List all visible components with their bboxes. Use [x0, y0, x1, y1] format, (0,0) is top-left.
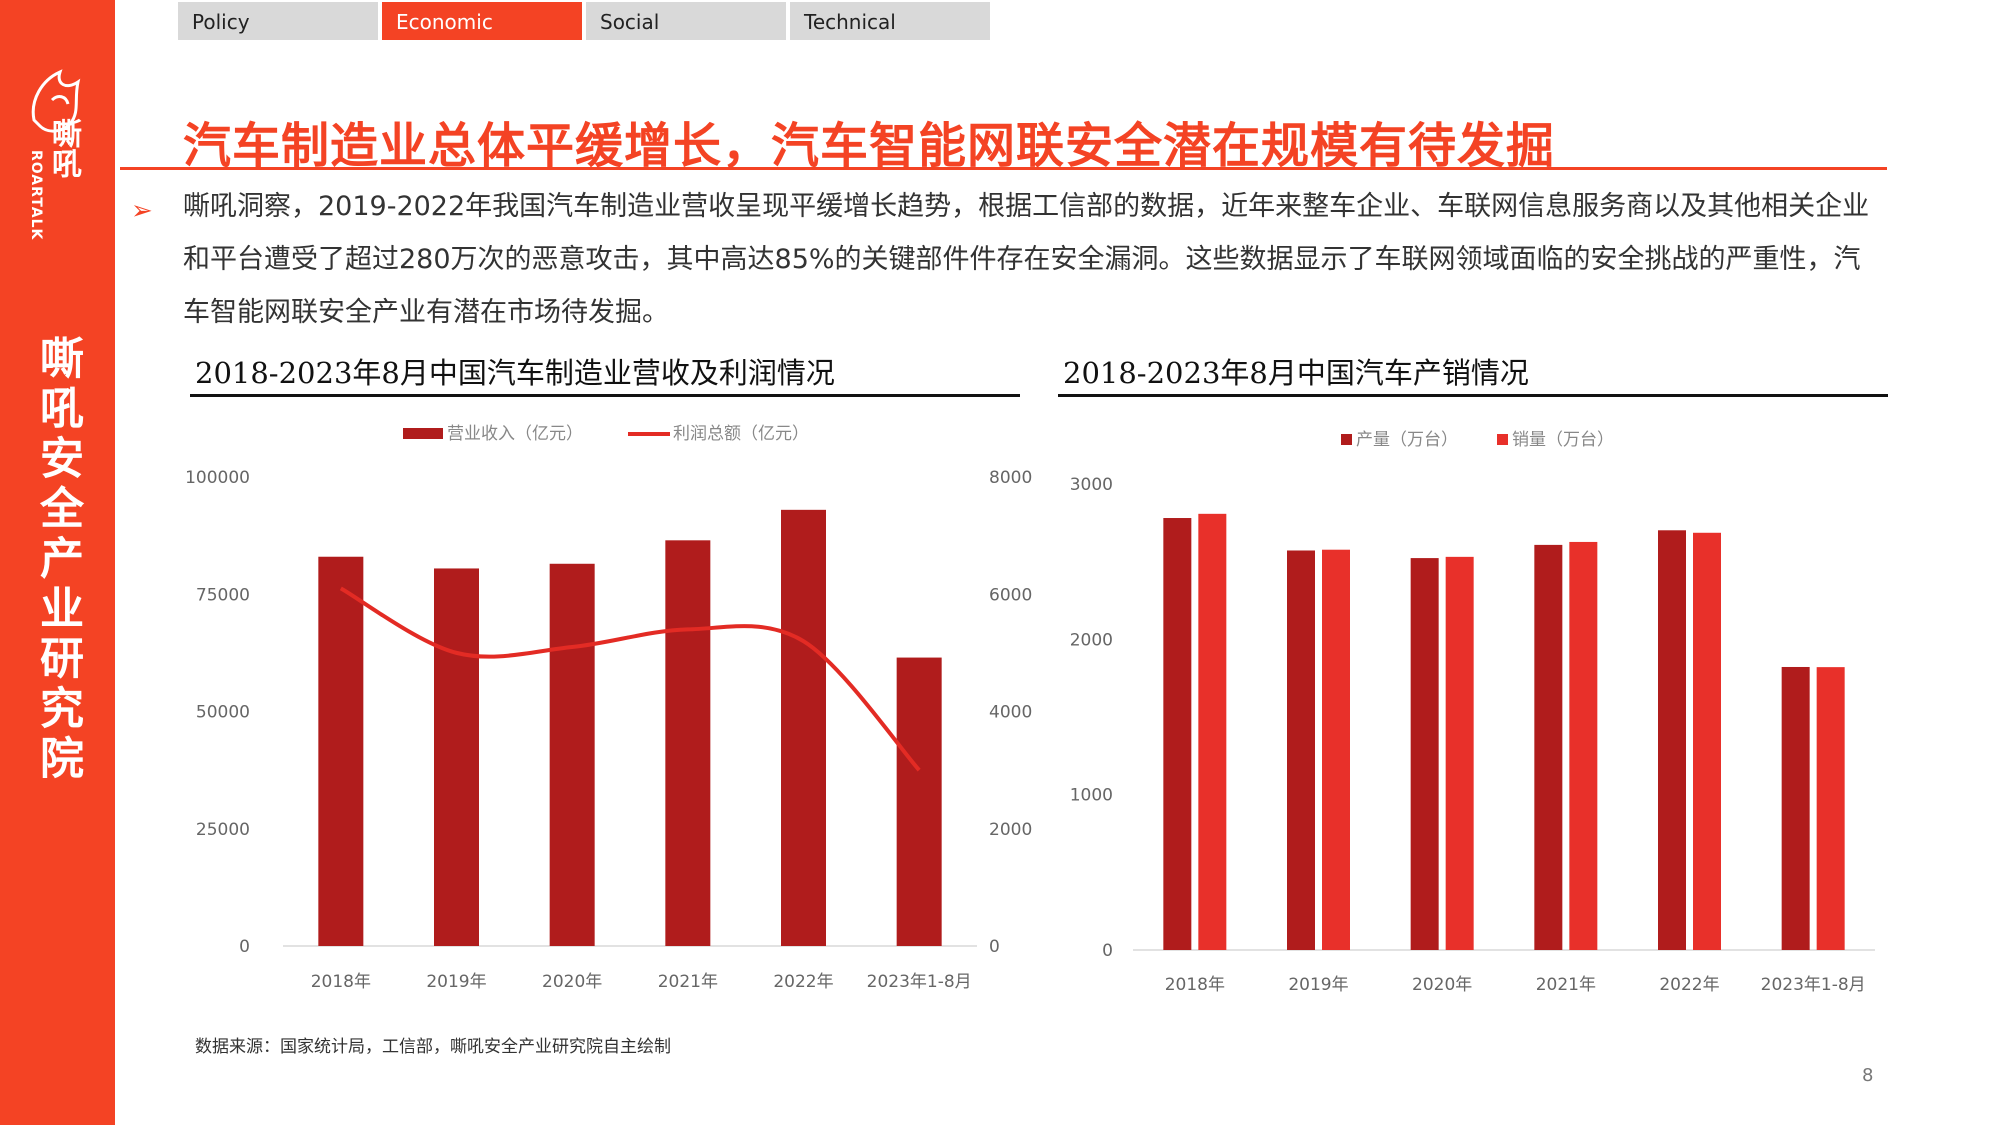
- sales-bar: [1816, 667, 1845, 950]
- production-bar: [1287, 550, 1315, 950]
- sales-bar: [1322, 549, 1350, 950]
- y-left-tick-label: 25000: [196, 820, 250, 840]
- chart2-title: 2018-2023年8月中国汽车产销情况: [1063, 356, 1529, 390]
- brand-name-en: ROARTALK: [28, 150, 44, 241]
- x-tick-label: 2022年: [1659, 975, 1719, 995]
- organization-name: 嘶吼安全产业研究院: [32, 335, 83, 785]
- legend-production-swatch: [1341, 434, 1352, 445]
- x-tick-label: 2020年: [1412, 975, 1472, 995]
- sales-bar: [1693, 532, 1721, 950]
- chart2-title-rule: [1058, 394, 1888, 397]
- tab-policy[interactable]: Policy: [178, 2, 378, 40]
- production-bar: [1410, 558, 1439, 950]
- x-tick-label: 2019年: [426, 972, 486, 992]
- legend-sales-label: 销量（万台）: [1512, 430, 1614, 450]
- revenue-bar: [896, 657, 942, 946]
- x-tick-label: 2021年: [1536, 975, 1596, 995]
- pest-tabs: Policy Economic Social Technical: [178, 2, 994, 40]
- legend-revenue-label: 营业收入（亿元）: [447, 424, 583, 444]
- y-right-tick-label: 8000: [989, 468, 1032, 488]
- legend-production-label: 产量（万台）: [1356, 430, 1458, 450]
- revenue-bar: [665, 540, 711, 946]
- sales-bar: [1569, 541, 1598, 950]
- y-right-tick-label: 6000: [989, 585, 1032, 605]
- legend-profit-label: 利润总额（亿元）: [673, 424, 809, 444]
- x-tick-label: 2021年: [658, 972, 718, 992]
- title-divider: [120, 167, 1887, 170]
- tab-technical[interactable]: Technical: [790, 2, 990, 40]
- revenue-bar: [549, 563, 595, 946]
- x-tick-label: 2018年: [1165, 975, 1225, 995]
- production-bar: [1534, 544, 1563, 950]
- revenue-bar: [781, 509, 826, 946]
- data-source-note: 数据来源：国家统计局，工信部，嘶吼安全产业研究院自主绘制: [195, 1037, 671, 1057]
- y-right-tick-label: 4000: [989, 703, 1032, 723]
- y-tick-label: 2000: [1070, 630, 1113, 650]
- x-tick-label: 2022年: [773, 972, 833, 992]
- production-bar: [1658, 530, 1686, 950]
- y-tick-label: 3000: [1070, 475, 1113, 495]
- sidebar: 嘶吼 ROARTALK 嘶吼安全产业研究院: [0, 0, 115, 1125]
- x-tick-label: 2023年1-8月: [1761, 975, 1866, 995]
- page-number: 8: [1862, 1065, 1874, 1086]
- legend-revenue-swatch: [403, 428, 443, 439]
- y-left-tick-label: 50000: [196, 703, 250, 723]
- production-bar: [1781, 666, 1810, 950]
- x-tick-label: 2020年: [542, 972, 602, 992]
- y-right-tick-label: 2000: [989, 820, 1032, 840]
- sales-bar: [1198, 513, 1227, 950]
- y-left-tick-label: 75000: [196, 585, 250, 605]
- x-tick-label: 2018年: [311, 972, 371, 992]
- bullet-arrow-icon: ➢: [131, 196, 153, 226]
- production-bar: [1163, 518, 1192, 950]
- revenue-bar: [318, 556, 364, 946]
- roartalk-logo-icon: [31, 69, 81, 133]
- brand-name-cn: 嘶吼: [46, 118, 81, 178]
- revenue-bar: [434, 568, 479, 946]
- profit-line: [339, 586, 921, 772]
- y-left-tick-label: 100000: [185, 468, 250, 488]
- y-tick-label: 0: [1102, 941, 1113, 961]
- legend-sales-swatch: [1497, 434, 1508, 445]
- y-right-tick-label: 0: [989, 937, 1000, 957]
- chart1-title-rule: [190, 394, 1020, 397]
- sales-bar: [1445, 556, 1474, 950]
- chart1-title: 2018-2023年8月中国汽车制造业营收及利润情况: [195, 356, 835, 390]
- slide-title: 汽车制造业总体平缓增长，汽车智能网联安全潜在规模有待发掘: [183, 118, 1556, 174]
- x-tick-label: 2019年: [1288, 975, 1348, 995]
- insight-paragraph: 嘶吼洞察，2019-2022年我国汽车制造业营收呈现平缓增长趋势，根据工信部的数…: [183, 191, 1870, 328]
- y-left-tick-label: 0: [239, 937, 250, 957]
- y-tick-label: 1000: [1070, 786, 1113, 806]
- tab-economic[interactable]: Economic: [382, 2, 582, 40]
- x-tick-label: 2023年1-8月: [867, 972, 972, 992]
- tab-social[interactable]: Social: [586, 2, 786, 40]
